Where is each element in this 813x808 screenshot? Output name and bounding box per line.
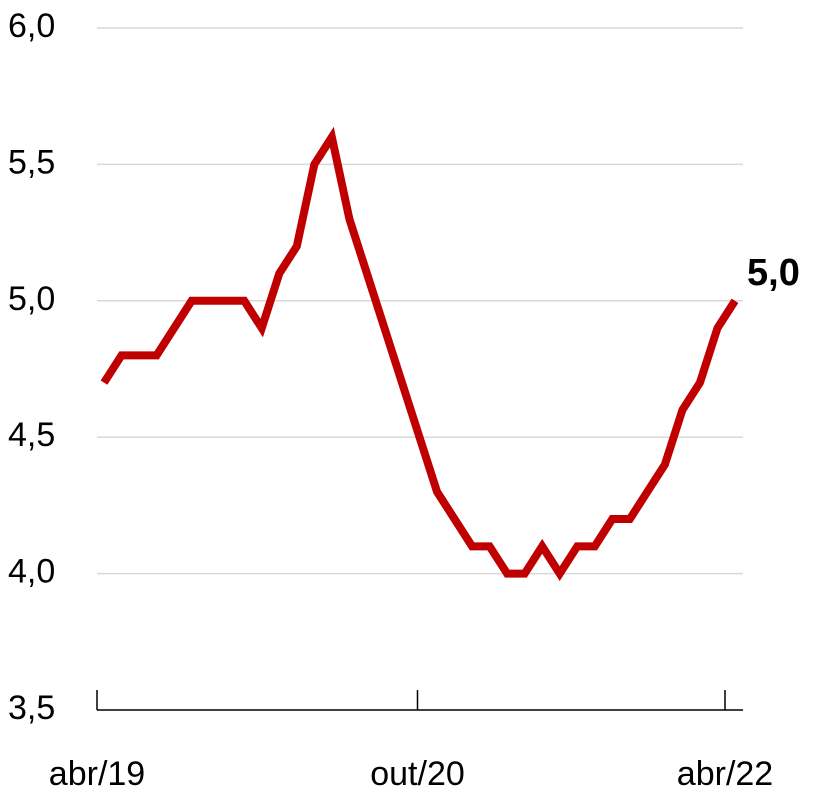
y-tick-label: 5,0 — [8, 280, 55, 318]
line — [100, 126, 739, 581]
y-tick-label: 6,0 — [8, 7, 55, 45]
y-tick-label: 5,5 — [8, 143, 55, 181]
y-tick-label: 4,5 — [8, 416, 55, 454]
y-tick-label: 3,5 — [8, 689, 55, 727]
x-tick-label: out/20 — [370, 755, 465, 793]
data-label: 5,0 — [747, 252, 800, 294]
x-tick-label: abr/22 — [677, 755, 773, 793]
y-tick-label: 4,0 — [8, 553, 55, 591]
x-tick-label: abr/19 — [49, 755, 145, 793]
